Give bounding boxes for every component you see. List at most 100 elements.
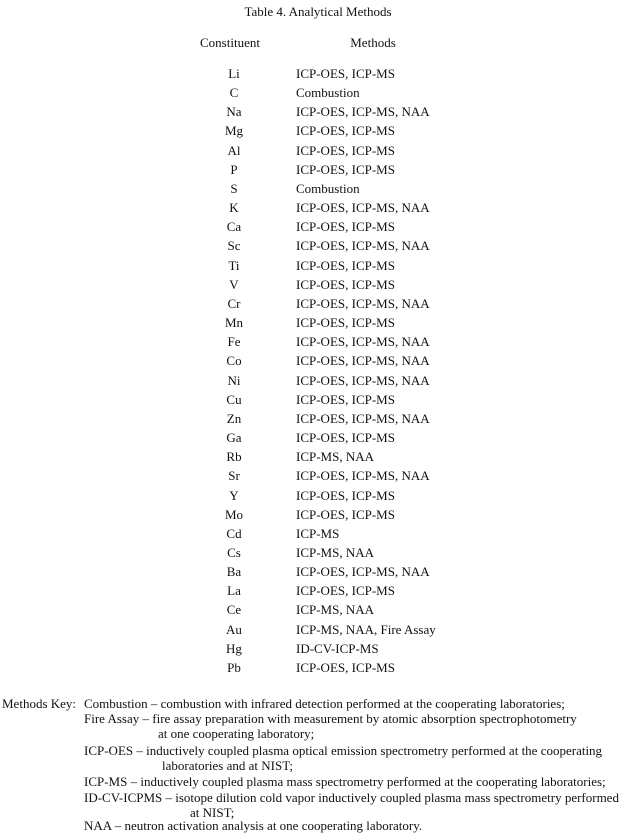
- constituent-cell: Ce: [226, 602, 242, 618]
- methods-cell: ICP-OES, ICP-MS: [296, 161, 395, 177]
- methods-key-label: Methods Key:: [2, 696, 77, 711]
- methods-cell: ICP-OES, ICP-MS: [296, 487, 395, 503]
- constituent-cell: Na: [226, 104, 242, 120]
- constituent-cell: Cs: [227, 545, 241, 560]
- methods-cell: ID-CV-ICP-MS: [296, 640, 379, 656]
- constituent-cell: Y: [229, 487, 239, 503]
- methods-cell: ICP-OES, ICP-MS: [296, 659, 395, 675]
- key-line: ICP-OES – inductively coupled plasma opt…: [84, 743, 603, 758]
- constituent-cell: Hg: [226, 640, 242, 656]
- constituent-cell: P: [230, 161, 238, 177]
- table-row: Cr ICP-OES, ICP-MS, NAA: [0, 296, 636, 315]
- key-line: NAA – neutron activation analysis at one…: [84, 818, 423, 833]
- table-title: Table 4. Analytical Methods: [244, 4, 392, 19]
- constituent-cell: Ca: [226, 219, 242, 235]
- methods-cell: Combustion: [296, 180, 360, 196]
- table-row: V ICP-OES, ICP-MS: [0, 277, 636, 296]
- table-row: Ti ICP-OES, ICP-MS: [0, 258, 636, 277]
- constituent-cell: Zn: [226, 410, 242, 426]
- table-row: Hg ID-CV-ICP-MS: [0, 641, 636, 660]
- table-row: Ca ICP-OES, ICP-MS: [0, 219, 636, 238]
- methods-cell: ICP-OES, ICP-MS, NAA: [296, 334, 430, 350]
- constituent-cell: V: [229, 276, 239, 292]
- methods-cell: Combustion: [296, 85, 360, 101]
- methods-cell: ICP-OES, ICP-MS, NAA: [296, 104, 430, 120]
- key-line-continuation: at one cooperating laboratory;: [158, 726, 315, 741]
- table-row: Mg ICP-OES, ICP-MS: [0, 123, 636, 142]
- table-row: Rb ICP-MS, NAA: [0, 449, 636, 468]
- constituent-cell: Ni: [227, 372, 241, 388]
- methods-cell: ICP-OES, ICP-MS: [296, 123, 395, 139]
- table-row: Al ICP-OES, ICP-MS: [0, 143, 636, 162]
- methods-cell: ICP-MS, NAA: [296, 449, 375, 465]
- table-row: C Combustion: [0, 85, 636, 104]
- table-row: Na ICP-OES, ICP-MS, NAA: [0, 104, 636, 123]
- key-line-continuation: at NIST;: [190, 805, 235, 820]
- methods-cell: ICP-OES, ICP-MS: [296, 315, 395, 331]
- table-row: Ba ICP-OES, ICP-MS, NAA: [0, 564, 636, 583]
- constituent-cell: Fe: [227, 334, 241, 350]
- methods-cell: ICP-MS, NAA: [296, 545, 375, 560]
- table-row: Pb ICP-OES, ICP-MS: [0, 660, 636, 679]
- constituent-cell: Cr: [227, 295, 241, 311]
- constituent-cell: Sc: [227, 238, 241, 254]
- table-row: Sc ICP-OES, ICP-MS, NAA: [0, 238, 636, 257]
- key-line-continuation: laboratories and at NIST;: [162, 758, 294, 773]
- table-row: Cs ICP-MS, NAA: [0, 545, 636, 564]
- constituent-cell: Ti: [228, 257, 240, 273]
- table-row: Mo ICP-OES, ICP-MS: [0, 507, 636, 526]
- table-row: La ICP-OES, ICP-MS: [0, 583, 636, 602]
- table-row: Ni ICP-OES, ICP-MS, NAA: [0, 373, 636, 392]
- table-row: Cu ICP-OES, ICP-MS: [0, 392, 636, 411]
- constituent-cell: Mn: [224, 315, 244, 331]
- constituent-cell: Au: [226, 621, 242, 637]
- methods-cell: ICP-MS, NAA: [296, 602, 375, 618]
- key-line: ICP-MS – inductively coupled plasma mass…: [84, 774, 606, 789]
- key-line: Fire Assay – fire assay preparation with…: [84, 711, 577, 726]
- methods-cell: ICP-OES, ICP-MS, NAA: [296, 564, 430, 580]
- table-row: Li ICP-OES, ICP-MS: [0, 66, 636, 85]
- table-row: Y ICP-OES, ICP-MS: [0, 488, 636, 507]
- methods-cell: ICP-OES, ICP-MS: [296, 257, 395, 273]
- methods-cell: ICP-OES, ICP-MS, NAA: [296, 372, 430, 388]
- table-row: Sr ICP-OES, ICP-MS, NAA: [0, 468, 636, 487]
- constituent-cell: Ba: [226, 564, 242, 580]
- key-line: ID-CV-ICPMS – isotope dilution cold vapo…: [84, 790, 619, 805]
- methods-cell: ICP-OES, ICP-MS: [296, 391, 395, 407]
- constituent-cell: Sr: [228, 468, 240, 484]
- constituent-cell: Mg: [224, 123, 244, 139]
- table-row: Mn ICP-OES, ICP-MS: [0, 315, 636, 334]
- constituent-cell: Co: [226, 353, 242, 369]
- methods-cell: ICP-OES, ICP-MS: [296, 66, 395, 81]
- methods-cell: ICP-OES, ICP-MS: [296, 142, 395, 158]
- methods-cell: ICP-OES, ICP-MS: [296, 506, 395, 522]
- constituent-cell: Cd: [226, 525, 242, 541]
- constituent-cell: Rb: [226, 449, 242, 465]
- methods-cell: ICP-OES, ICP-MS: [296, 219, 395, 235]
- constituent-cell: La: [227, 583, 241, 599]
- methods-cell: ICP-MS: [296, 525, 340, 541]
- table-row: K ICP-OES, ICP-MS, NAA: [0, 200, 636, 219]
- constituent-cell: Ga: [226, 430, 242, 446]
- methods-cell: ICP-OES, ICP-MS, NAA: [296, 295, 430, 311]
- key-line: Combustion – combustion with infrared de…: [84, 696, 565, 711]
- constituent-cell: Cu: [226, 391, 242, 407]
- constituent-cell: Pb: [227, 659, 241, 675]
- table-row: Au ICP-MS, NAA, Fire Assay: [0, 622, 636, 641]
- table-row: Fe ICP-OES, ICP-MS, NAA: [0, 334, 636, 353]
- methods-cell: ICP-OES, ICP-MS: [296, 583, 395, 599]
- table-row: Zn ICP-OES, ICP-MS, NAA: [0, 411, 636, 430]
- table-row: Cd ICP-MS: [0, 526, 636, 545]
- methods-cell: ICP-OES, ICP-MS, NAA: [296, 200, 430, 216]
- table-row: Ga ICP-OES, ICP-MS: [0, 430, 636, 449]
- constituent-cell: K: [229, 200, 239, 216]
- table-row: P ICP-OES, ICP-MS: [0, 162, 636, 181]
- constituent-cell: Al: [227, 142, 241, 158]
- table-row: Co ICP-OES, ICP-MS, NAA: [0, 353, 636, 372]
- constituent-cell: S: [230, 180, 238, 196]
- constituent-cell: C: [229, 85, 239, 101]
- methods-cell: ICP-MS, NAA, Fire Assay: [296, 621, 436, 637]
- methods-cell: ICP-OES, ICP-MS, NAA: [296, 238, 430, 254]
- methods-cell: ICP-OES, ICP-MS: [296, 276, 395, 292]
- constituent-cell: Mo: [224, 506, 244, 522]
